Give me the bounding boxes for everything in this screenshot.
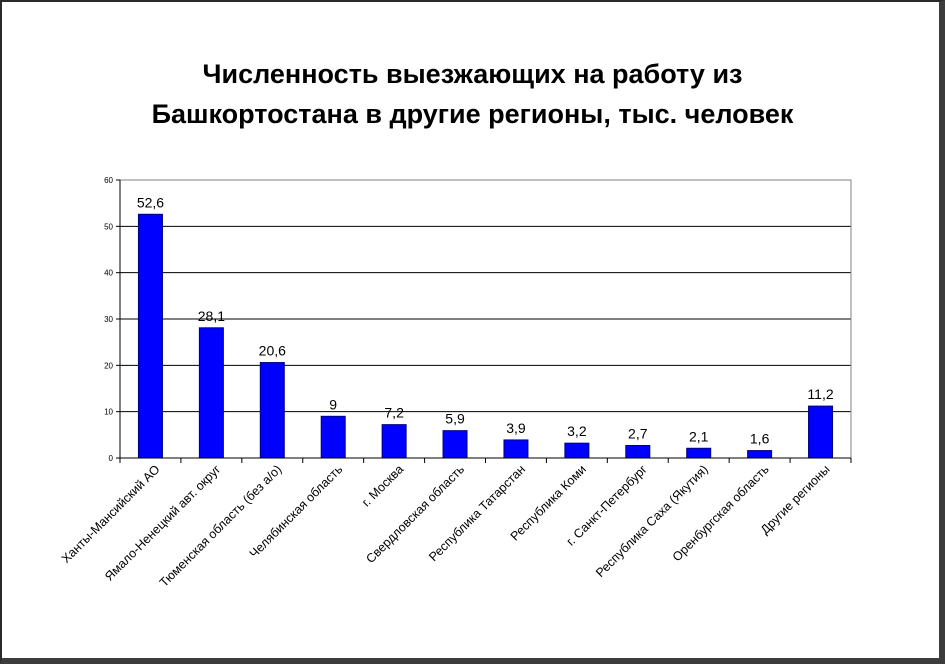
value-labels: 52,6 28,1 20,6 9 7,2 5,9 3,9 3,2 2,7 2,1 1,6 11,2: [137, 194, 834, 446]
y-tick-label: 60: [104, 176, 113, 185]
y-tick-label: 20: [104, 361, 113, 370]
data-label: 3,9: [506, 420, 526, 436]
bar: [503, 439, 529, 459]
y-tick-label: 0: [109, 454, 114, 463]
bar: [259, 362, 285, 459]
bar: [808, 405, 834, 459]
bar: [442, 430, 468, 459]
x-tick-label: Ханты-Мансийский АО: [59, 462, 163, 566]
data-label: 20,6: [259, 343, 286, 359]
bar: [686, 447, 712, 459]
gridlines: [120, 225, 851, 413]
x-tick-label: г. Москва: [359, 462, 406, 509]
data-label: 1,6: [750, 431, 770, 447]
data-label: 5,9: [445, 411, 465, 427]
data-label: 2,7: [628, 425, 648, 441]
bars: [137, 213, 834, 459]
data-label: 2,1: [689, 428, 709, 444]
y-tick-label: 30: [104, 315, 113, 324]
chart-title-line-1: Численность выезжающих на работу из: [202, 59, 743, 89]
bar: [137, 213, 163, 459]
bar: [564, 442, 590, 459]
x-tick-label: Тюменская область (без а/о): [157, 462, 285, 590]
y-axis: 0 10 20 30 40 50 60: [104, 176, 121, 463]
bar: [747, 450, 773, 459]
data-label: 52,6: [137, 194, 164, 210]
y-tick-label: 40: [104, 269, 113, 278]
chart-title: Численность выезжающих на работу из Башк…: [0, 54, 945, 134]
bar: [198, 327, 224, 459]
bar: [625, 444, 651, 459]
data-label: 9: [329, 396, 337, 412]
y-tick-label: 50: [104, 222, 113, 231]
x-tick-label: Республика Саха (Якутия): [593, 462, 711, 580]
data-label: 3,2: [567, 423, 587, 439]
chart-title-line-2: Башкортостана в другие регионы, тыс. чел…: [151, 99, 794, 129]
bar: [381, 424, 407, 459]
data-label: 7,2: [384, 405, 404, 421]
x-tick-label: Ямало-Ненецкий авт. округ: [102, 462, 224, 584]
data-label: 11,2: [807, 386, 833, 402]
y-tick-label: 10: [104, 408, 113, 417]
bar: [320, 415, 346, 459]
x-tick-label: Свердловская область: [363, 462, 467, 566]
data-label: 28,1: [198, 308, 225, 324]
